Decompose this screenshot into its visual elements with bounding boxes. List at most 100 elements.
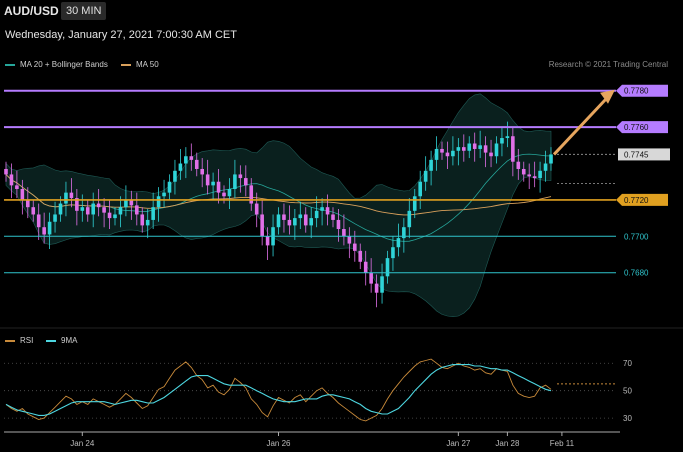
candle — [4, 168, 8, 175]
candle — [47, 221, 52, 235]
chart-header: AUD/USD 30 MIN — [0, 0, 683, 22]
candle — [445, 152, 450, 157]
candle — [53, 214, 57, 222]
datetime-label: Wednesday, January 27, 2021 7:00:30 AM C… — [5, 29, 237, 41]
legend-rsi: RSI — [5, 336, 33, 345]
level-tag-0.7780 — [616, 84, 668, 97]
rsi-tick-50: 50 — [623, 387, 632, 396]
candle — [233, 174, 237, 189]
x-tick-label: Jan 24 — [70, 439, 95, 448]
candle — [194, 159, 199, 169]
candle — [353, 243, 357, 251]
candle — [216, 181, 221, 193]
candle — [222, 192, 226, 197]
candle — [511, 136, 515, 162]
candle — [167, 181, 172, 193]
candle — [107, 212, 112, 219]
candle — [434, 148, 439, 160]
bollinger-band — [5, 93, 552, 318]
rsi-swatch — [5, 339, 15, 342]
candle — [429, 159, 433, 171]
candle — [483, 145, 488, 153]
candle — [358, 250, 363, 262]
candle — [189, 156, 194, 160]
candle — [145, 219, 150, 226]
candle — [227, 188, 232, 197]
rsi-ma-label: 9MA — [61, 336, 78, 345]
candle — [151, 207, 155, 220]
level-label-0.7700: 0.7700 — [624, 232, 649, 241]
level-label-0.7680: 0.7680 — [624, 269, 649, 278]
candle — [260, 214, 264, 237]
candle — [336, 219, 341, 230]
candle — [412, 196, 417, 211]
candle — [331, 214, 335, 220]
level-tag-0.7720 — [616, 193, 668, 206]
candle — [15, 185, 19, 189]
candle — [402, 227, 406, 239]
candle — [69, 192, 74, 199]
level-label-0.7720: 0.7720 — [624, 196, 649, 205]
legend-ma50: MA 50 — [121, 60, 159, 69]
rsi-ma-line — [5, 364, 552, 416]
candle — [20, 188, 25, 200]
candle — [309, 218, 313, 226]
candle — [9, 174, 14, 186]
candle — [64, 192, 68, 204]
candle — [42, 227, 46, 235]
candle — [342, 229, 346, 237]
forecast-arrow — [552, 93, 612, 156]
candle — [113, 214, 117, 219]
candle — [314, 210, 319, 219]
rsi-label: RSI — [20, 336, 34, 345]
candle — [418, 181, 422, 197]
candle — [184, 156, 188, 164]
level-label-0.7780: 0.7780 — [624, 87, 649, 96]
candle — [516, 161, 521, 169]
candle — [347, 236, 352, 244]
candle — [254, 203, 259, 215]
candle — [140, 214, 145, 226]
legend-bollinger: MA 20 + Bollinger Bands — [5, 60, 108, 69]
candle — [75, 198, 79, 211]
timeframe-button[interactable]: 30 MIN — [61, 2, 107, 20]
candle — [211, 181, 215, 186]
candle — [478, 145, 482, 149]
candle — [80, 207, 85, 211]
candle — [178, 163, 183, 171]
x-tick-label: Jan 26 — [266, 439, 291, 448]
candle — [532, 176, 537, 179]
candle — [391, 247, 395, 259]
candle — [200, 168, 204, 175]
x-tick-label: Jan 27 — [446, 439, 471, 448]
candle — [456, 147, 461, 151]
level-tag-0.7745 — [618, 148, 670, 161]
candle — [249, 185, 254, 204]
candle — [276, 214, 281, 228]
candle — [36, 214, 41, 228]
rsi-line — [5, 358, 552, 422]
candle — [91, 203, 95, 215]
candle — [407, 210, 412, 228]
candle — [505, 136, 510, 139]
ma50-swatch — [121, 63, 131, 66]
candle — [494, 143, 499, 157]
candle — [265, 236, 270, 246]
candle — [287, 219, 292, 226]
candle — [205, 174, 210, 186]
symbol-label: AUD/USD — [4, 4, 59, 18]
candle — [538, 170, 542, 179]
candle — [369, 272, 373, 284]
candle — [451, 150, 455, 157]
rsi-tick-30: 30 — [623, 414, 632, 423]
bollinger-label: MA 20 + Bollinger Bands — [20, 60, 108, 69]
forecast-arrowhead — [600, 89, 615, 104]
candle — [472, 143, 477, 149]
candle — [118, 207, 123, 215]
candle — [500, 138, 504, 144]
candle — [244, 178, 248, 186]
candle — [85, 207, 90, 215]
candle — [96, 203, 101, 208]
rsi-ma-swatch — [46, 339, 56, 342]
